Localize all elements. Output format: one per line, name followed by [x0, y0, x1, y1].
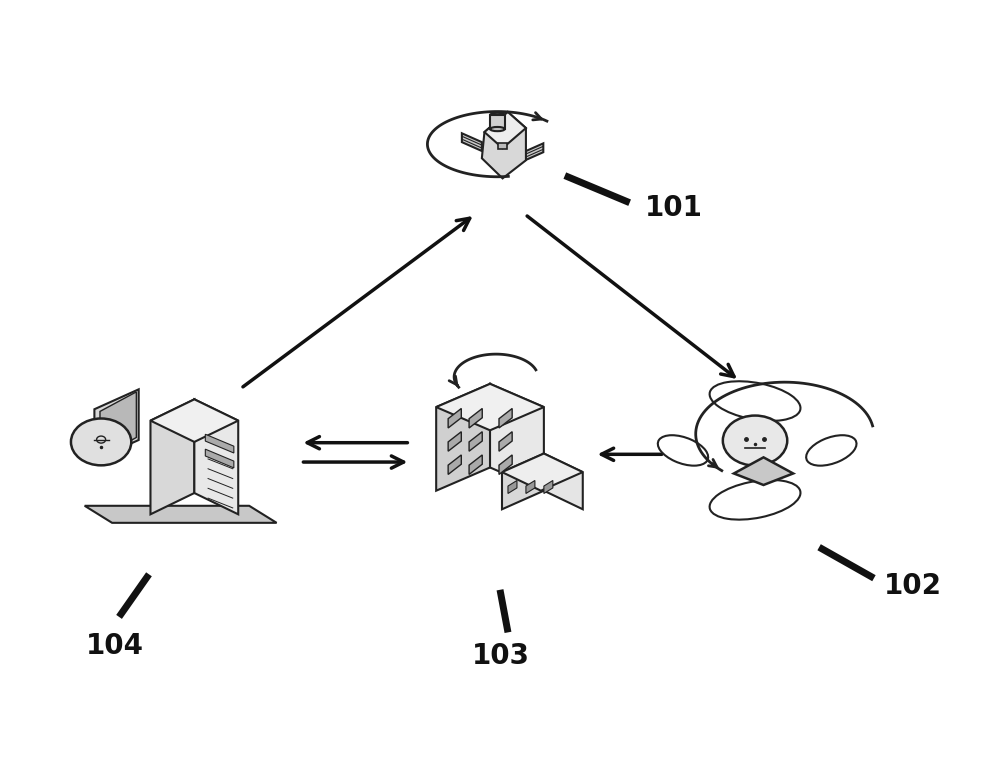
Polygon shape	[448, 455, 461, 475]
Polygon shape	[436, 384, 490, 491]
Polygon shape	[436, 384, 544, 430]
Polygon shape	[150, 399, 238, 442]
Polygon shape	[100, 392, 136, 458]
Polygon shape	[544, 454, 583, 509]
Text: 104: 104	[86, 632, 144, 660]
Polygon shape	[499, 432, 512, 451]
Polygon shape	[502, 454, 544, 509]
Circle shape	[71, 419, 131, 465]
Bar	[498, 143, 507, 149]
Polygon shape	[499, 409, 512, 428]
Text: 103: 103	[472, 642, 530, 670]
Polygon shape	[448, 409, 461, 428]
Polygon shape	[544, 480, 553, 493]
Polygon shape	[508, 480, 517, 493]
Ellipse shape	[710, 480, 800, 520]
Ellipse shape	[806, 435, 857, 465]
Circle shape	[723, 416, 787, 465]
Polygon shape	[484, 112, 526, 148]
Polygon shape	[205, 434, 234, 453]
Ellipse shape	[490, 113, 505, 117]
Polygon shape	[205, 449, 234, 468]
Polygon shape	[85, 506, 277, 523]
Bar	[490, 115, 505, 129]
Polygon shape	[194, 399, 238, 514]
Ellipse shape	[658, 435, 708, 465]
Polygon shape	[469, 432, 482, 451]
Polygon shape	[734, 458, 793, 485]
Polygon shape	[150, 399, 194, 514]
Polygon shape	[469, 455, 482, 475]
Polygon shape	[94, 389, 139, 460]
Text: 101: 101	[645, 194, 702, 222]
Ellipse shape	[710, 382, 800, 421]
Polygon shape	[499, 455, 512, 475]
Polygon shape	[490, 384, 544, 491]
Polygon shape	[502, 454, 583, 491]
Polygon shape	[523, 143, 543, 161]
Ellipse shape	[490, 127, 505, 131]
Text: 102: 102	[884, 572, 942, 600]
Polygon shape	[526, 480, 535, 493]
Polygon shape	[448, 432, 461, 451]
Polygon shape	[469, 409, 482, 428]
Polygon shape	[482, 112, 526, 179]
Polygon shape	[462, 134, 482, 151]
